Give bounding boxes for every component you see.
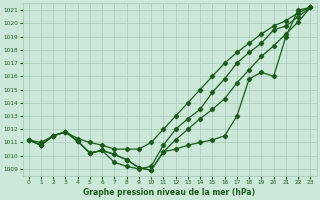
X-axis label: Graphe pression niveau de la mer (hPa): Graphe pression niveau de la mer (hPa) xyxy=(84,188,256,197)
